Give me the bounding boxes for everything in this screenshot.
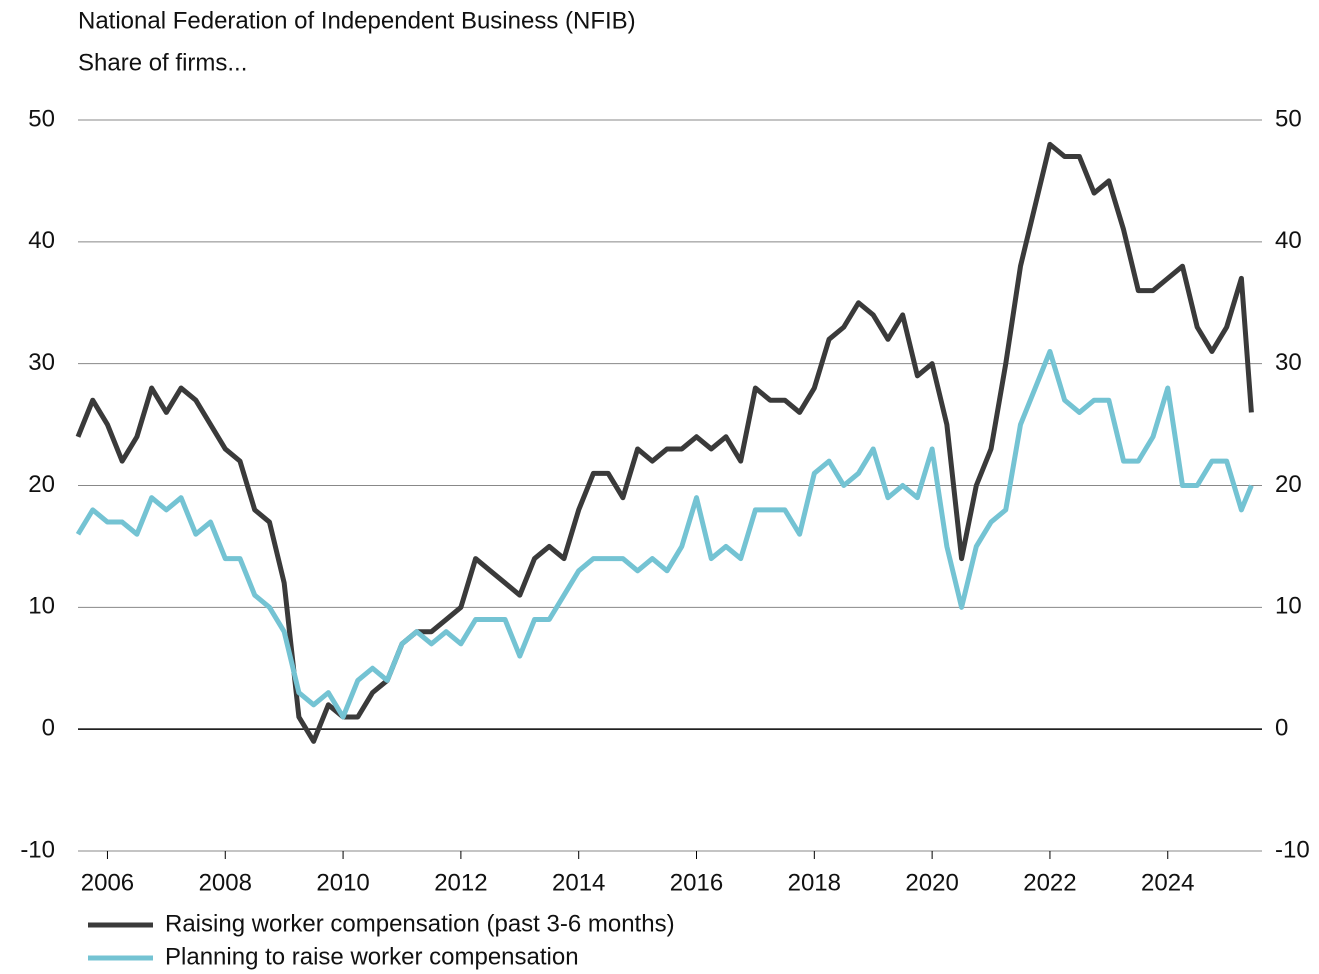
series-line xyxy=(75,348,1254,720)
x-tick-label: 2008 xyxy=(199,869,252,896)
x-tick-label: 2024 xyxy=(1141,869,1194,896)
y-tick-label: 10 xyxy=(28,593,55,620)
y-tick-label: 0 xyxy=(42,715,55,742)
y2-tick-label: 30 xyxy=(1275,349,1302,376)
chart-subtitle: Share of firms... xyxy=(78,49,247,76)
x-tick-label: 2018 xyxy=(788,869,841,896)
series-line xyxy=(75,141,1254,744)
y2-tick-label: -10 xyxy=(1275,836,1310,863)
y2-tick-label: 50 xyxy=(1275,105,1302,132)
y2-tick-label: 40 xyxy=(1275,227,1302,254)
y-tick-label: 40 xyxy=(28,227,55,254)
y-tick-label: 30 xyxy=(28,349,55,376)
x-tick-label: 2016 xyxy=(670,869,723,896)
x-tick-label: 2006 xyxy=(81,869,134,896)
legend-label: Planning to raise worker compensation xyxy=(165,943,579,970)
x-tick-label: 2012 xyxy=(434,869,487,896)
y2-tick-label: 20 xyxy=(1275,471,1302,498)
x-tick-label: 2022 xyxy=(1023,869,1076,896)
y-tick-label: -10 xyxy=(20,836,55,863)
y-tick-label: 20 xyxy=(28,471,55,498)
y-tick-label: 50 xyxy=(28,105,55,132)
legend-label: Raising worker compensation (past 3-6 mo… xyxy=(165,910,675,937)
x-tick-label: 2014 xyxy=(552,869,605,896)
chart-title: National Federation of Independent Busin… xyxy=(78,7,636,34)
y2-tick-label: 0 xyxy=(1275,715,1288,742)
x-tick-label: 2010 xyxy=(316,869,369,896)
y2-tick-label: 10 xyxy=(1275,593,1302,620)
x-tick-label: 2020 xyxy=(905,869,958,896)
